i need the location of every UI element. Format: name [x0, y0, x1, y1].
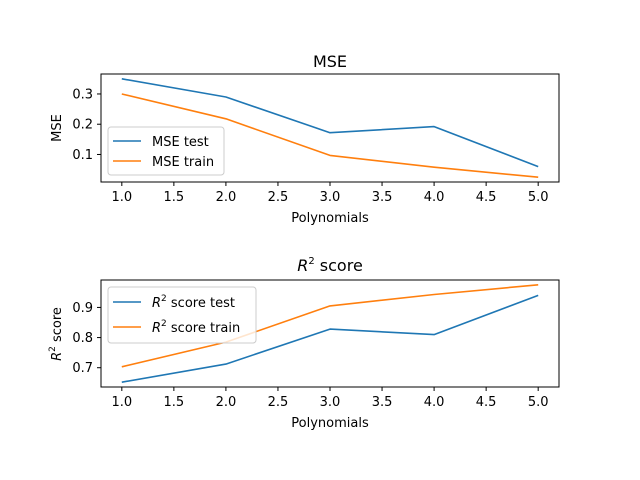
mse-title: MSE [313, 52, 347, 71]
mse-xtick-label: 3.0 [320, 190, 341, 205]
mse-data-point [537, 166, 539, 168]
r2-legend-box [107, 286, 257, 344]
r2-data-point [537, 284, 539, 286]
r2-data-point [121, 381, 123, 383]
mse-ytick-label: 0.2 [72, 118, 93, 133]
r2-xtick-label: 2.5 [268, 395, 289, 410]
r2-title-rest: score [315, 256, 363, 275]
mse-data-point [433, 166, 435, 168]
mse-data-point [329, 155, 331, 157]
r2-ylabel-rest: score [50, 307, 65, 346]
r2-data-point [537, 295, 539, 297]
r2-title: R2 score [297, 256, 363, 275]
mse-xtick-label: 4.5 [476, 190, 497, 205]
mse-axes-frame [100, 73, 560, 183]
r2-ytick-label: 0.8 [72, 331, 93, 346]
mse-data-point [433, 126, 435, 128]
r2-legend-train-label: R2 score train [152, 319, 240, 336]
mse-series-line-test [121, 78, 539, 168]
mse-ytick-label: 0.1 [72, 148, 93, 163]
r2-legend-test-label: R2 score test [152, 294, 235, 311]
r2-axes-frame [100, 279, 560, 388]
r2-title-base: R [297, 256, 308, 275]
mse-legend: MSE test MSE train [107, 126, 225, 176]
mse-ylabel: MSE [50, 114, 65, 142]
mse-legend-test-label: MSE test [152, 135, 209, 150]
r2-data-point [329, 305, 331, 307]
r2-data-point [433, 334, 435, 336]
mse-data-point [329, 132, 331, 134]
mse-xtick-label: 3.5 [372, 190, 393, 205]
r2-xlabel: Polynomials [291, 416, 369, 431]
r2-data-point [433, 294, 435, 296]
r2-series-line-train [121, 284, 539, 368]
mse-xlabel: Polynomials [291, 211, 369, 226]
r2-data-point [329, 328, 331, 330]
mse-data-point [225, 96, 227, 98]
r2-series-line-test [121, 294, 539, 383]
r2-xtick-label: 2.0 [216, 395, 237, 410]
mse-series-line-train [121, 93, 539, 178]
mse-legend-train-label: MSE train [152, 155, 214, 170]
r2-xtick-label: 1.0 [111, 395, 132, 410]
mse-xtick-label: 4.0 [424, 190, 445, 205]
r2-legend: R2 score test R2 score train [107, 286, 257, 344]
r2-xtick-label: 4.5 [476, 395, 497, 410]
mse-xtick-label: 5.0 [528, 190, 549, 205]
r2-data-point [121, 366, 123, 368]
mse-ytick-label: 0.3 [72, 87, 93, 102]
r2-title-sup: 2 [308, 256, 314, 267]
r2-ytick-label: 0.7 [72, 361, 93, 376]
r2-ylabel-base: R [50, 352, 65, 361]
r2-xtick-label: 3.0 [320, 395, 341, 410]
mse-xtick-label: 1.5 [164, 190, 185, 205]
mse-data-point [121, 93, 123, 95]
r2-xtick-label: 4.0 [424, 395, 445, 410]
r2-subplot: R2 score 1.0 1.5 2.0 2.5 3.0 3.5 4.0 4.5 5.0 0.7… [48, 256, 560, 431]
mse-xtick-label: 2.5 [268, 190, 289, 205]
mse-data-point [537, 176, 539, 178]
r2-xtick-label: 5.0 [528, 395, 549, 410]
mse-legend-box [107, 126, 225, 176]
mse-data-point [225, 118, 227, 120]
r2-ylabel-sup: 2 [48, 346, 58, 352]
mse-xtick-label: 2.0 [216, 190, 237, 205]
r2-xtick-label: 1.5 [164, 395, 185, 410]
mse-subplot: MSE 1.0 1.5 2.0 2.5 3.0 3.5 4.0 4.5 5.0 0.1 0.2 0.… [50, 52, 560, 226]
r2-ytick-label: 0.9 [72, 301, 93, 316]
mse-xtick-label: 1.0 [111, 190, 132, 205]
mse-data-point [121, 78, 123, 80]
r2-ylabel: R2 score [48, 307, 65, 361]
r2-data-point [225, 363, 227, 365]
r2-xtick-label: 3.5 [372, 395, 393, 410]
